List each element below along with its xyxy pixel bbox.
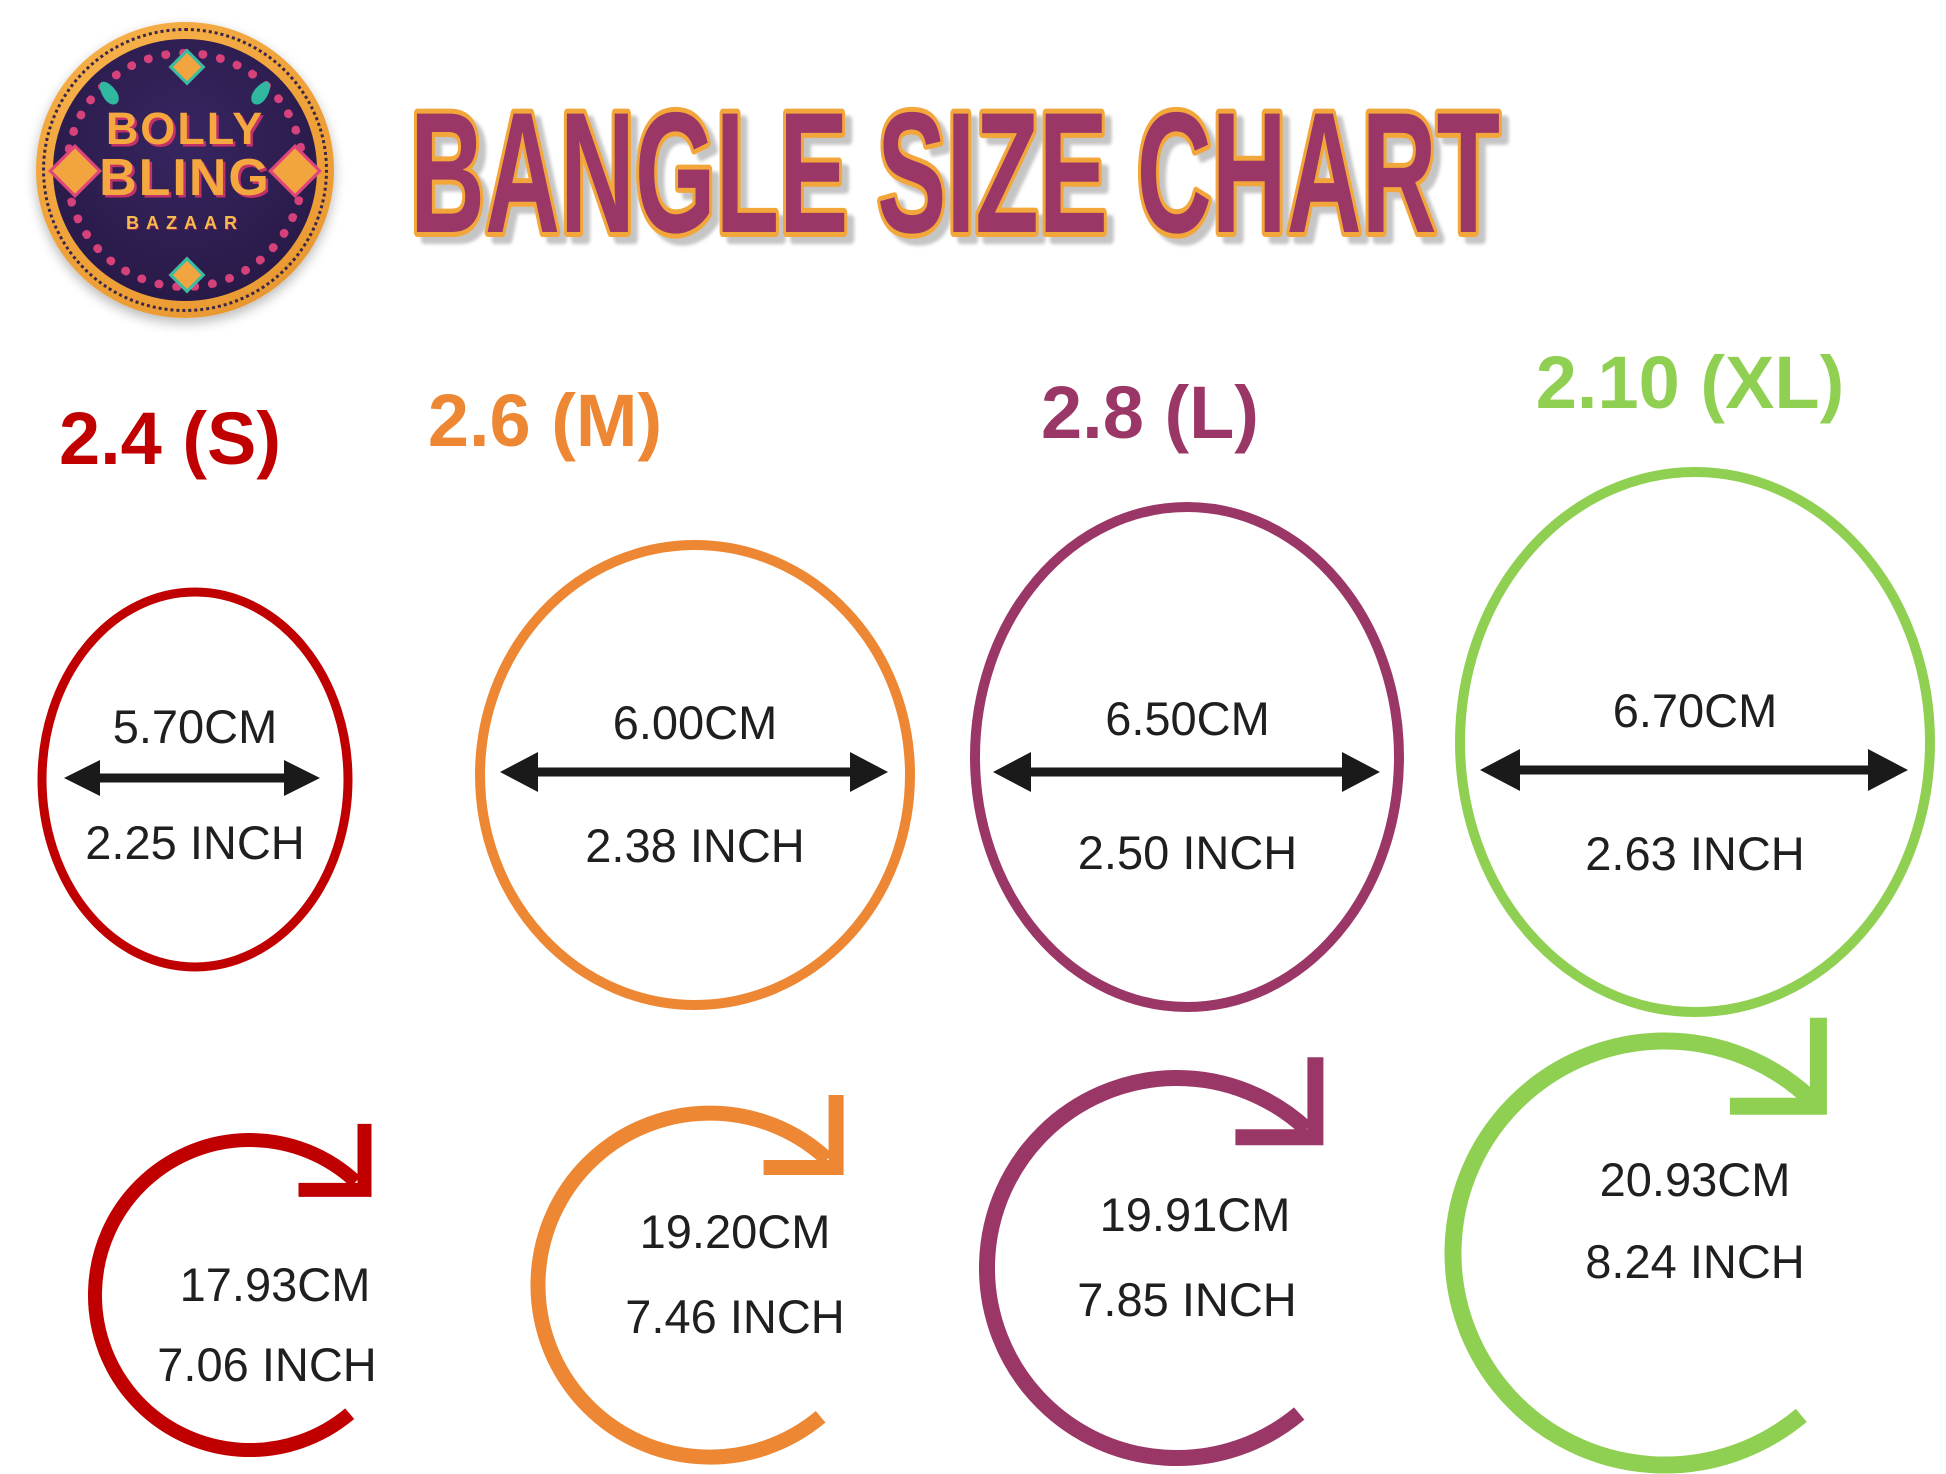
circumference-inch-s: 7.06 INCH (157, 1338, 377, 1391)
bangle-circle-xl (1455, 467, 1935, 1017)
circumference-inch-m: 7.46 INCH (625, 1290, 845, 1343)
diameter-circle-m (475, 540, 915, 1010)
logo-wordmark: BOLLY BLING BAZAAR (36, 22, 334, 318)
diameter-inch-xl: 2.63 INCH (1585, 827, 1805, 880)
diameter-cm-xl: 6.70CM (1612, 684, 1778, 737)
circumference-arrow-s (87, 1123, 372, 1457)
diameter-circle-l (970, 502, 1404, 1012)
diameter-arrow-l (993, 752, 1380, 792)
diameter-cm-s: 5.70CM (112, 700, 278, 753)
bangle-circle-l (970, 502, 1404, 1012)
circumference-cm-m: 19.20CM (639, 1205, 831, 1258)
circumference-inch-xl: 8.24 INCH (1585, 1235, 1805, 1288)
circumference-cm-s: 17.93CM (179, 1258, 371, 1311)
arrowhead-s (298, 1123, 372, 1197)
logo-word-bolly: BOLLY (105, 102, 265, 154)
page-title-text: BANGLE SIZE CHART (410, 77, 1500, 269)
logo-word-bling: BLING (99, 148, 271, 207)
circumference-cm-l: 19.91CM (1099, 1188, 1291, 1241)
bangle-circle-m (475, 540, 915, 1010)
diameter-inch-m: 2.38 INCH (585, 819, 805, 872)
size-label-m: 2.6 (M) (427, 379, 663, 462)
diameter-cm-l: 6.50CM (1105, 692, 1270, 745)
diameter-circle-xl (1455, 467, 1935, 1017)
arrowhead-l (1235, 1057, 1324, 1146)
diameter-cm-m: 6.00CM (612, 696, 778, 749)
circumference-arrow-l (979, 1057, 1324, 1466)
page-title: BANGLE SIZE CHART (405, 72, 1505, 272)
diameter-arrow-xl (1480, 749, 1908, 791)
brand-logo: BOLLY BLING BAZAAR (36, 22, 334, 318)
arrowhead-m (763, 1095, 844, 1175)
logo-dotted-ring (42, 28, 328, 312)
circumference-arrow-xl (1444, 1017, 1827, 1474)
arrowhead-xl (1729, 1017, 1827, 1115)
diameter-arrow-s (64, 760, 320, 796)
circumference-inch-l: 7.85 INCH (1077, 1273, 1297, 1326)
size-label-s: 2.4 (S) (58, 397, 282, 480)
bangle-circle-s (37, 587, 353, 972)
diameter-arrow-m (500, 752, 888, 792)
size-label-xl: 2.10 (XL) (1535, 341, 1845, 424)
diameter-inch-l: 2.50 INCH (1077, 826, 1298, 879)
circumference-arrow-m (530, 1095, 844, 1465)
logo-word-bazaar: BAZAAR (126, 213, 244, 234)
circumference-cm-xl: 20.93CM (1599, 1153, 1791, 1206)
size-label-l: 2.8 (L) (1041, 371, 1259, 454)
diameter-inch-s: 2.25 INCH (85, 816, 305, 869)
diameter-circle-s (37, 587, 353, 972)
